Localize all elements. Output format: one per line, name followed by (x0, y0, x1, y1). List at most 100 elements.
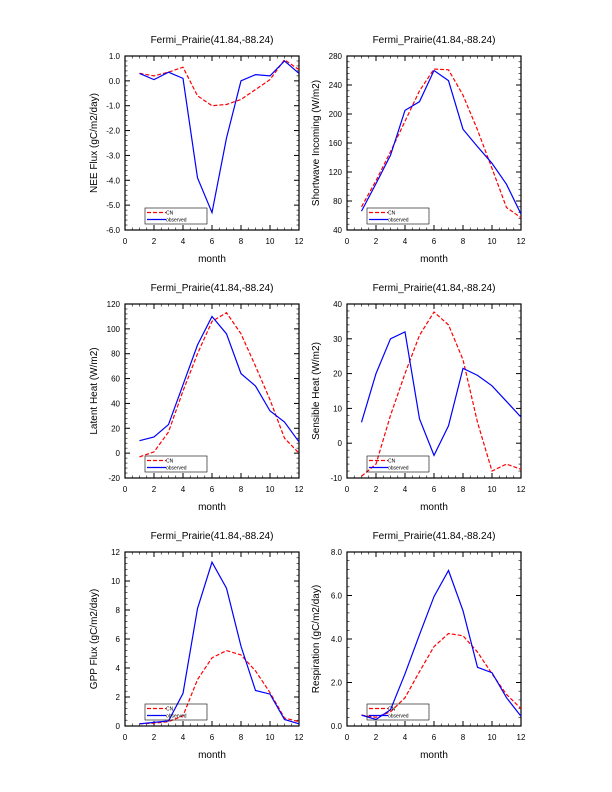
x-tick-label: 0 (345, 237, 350, 246)
plot-frame (346, 303, 522, 479)
y-tick-label: 12 (111, 548, 120, 557)
x-tick-label: 0 (123, 237, 128, 246)
x-tick-label: 4 (181, 733, 186, 742)
series-line-cn (361, 632, 522, 718)
y-tick-label: 8.0 (331, 548, 343, 557)
legend-label: observed (166, 466, 187, 472)
chart-title: Fermi_Prairie(41.84,-88.24) (151, 531, 274, 542)
x-tick-label: 6 (432, 733, 437, 742)
x-tick-label: 2 (374, 733, 379, 742)
y-tick-label: -2.0 (106, 127, 120, 136)
legend-label: CN (388, 211, 396, 217)
x-tick-label: 0 (123, 485, 128, 494)
x-tick-label: 10 (488, 237, 497, 246)
chart-panel-6: Fermi_Prairie(41.84,-88.24) 0 2 4 6 8 10 12 0.0 2… (311, 531, 526, 761)
y-tick-label: 8 (116, 606, 121, 615)
x-tick-label: 0 (345, 485, 350, 494)
chart-panel-2: Fermi_Prairie(41.84,-88.24) 0 2 4 6 8 10 12 40 80… (311, 35, 526, 265)
series-line-observed (139, 560, 300, 725)
x-tick-label: 10 (266, 237, 275, 246)
y-tick-label: -10 (330, 474, 342, 483)
y-tick-label: 0 (116, 449, 121, 458)
y-tick-label: -3.0 (106, 151, 120, 160)
y-axis-label: Latent Heat (W/m2) (89, 347, 100, 434)
chart-title: Fermi_Prairie(41.84,-88.24) (373, 35, 496, 46)
y-tick-label: 240 (329, 81, 343, 90)
y-tick-label: 280 (329, 52, 343, 61)
plot-frame (124, 55, 300, 231)
legend-label: observed (166, 218, 187, 224)
legend-box (366, 703, 430, 721)
x-tick-label: 4 (181, 237, 186, 246)
chart-title: Fermi_Prairie(41.84,-88.24) (373, 283, 496, 294)
y-tick-label: 20 (111, 424, 120, 433)
x-tick-label: 12 (295, 733, 304, 742)
chart-title: Fermi_Prairie(41.84,-88.24) (151, 283, 274, 294)
x-tick-label: 8 (239, 733, 244, 742)
y-tick-label: 2.0 (331, 679, 343, 688)
x-tick-label: 0 (345, 733, 350, 742)
y-tick-label: 6 (116, 635, 121, 644)
legend-box (366, 455, 430, 473)
y-tick-label: 30 (333, 335, 342, 344)
y-tick-label: 80 (111, 350, 120, 359)
chart-title: Fermi_Prairie(41.84,-88.24) (151, 35, 274, 46)
x-tick-label: 6 (432, 485, 437, 494)
series-line-observed (139, 315, 300, 443)
x-tick-label: 4 (181, 485, 186, 494)
y-axis-label: GPP Flux (gC/m2/day) (89, 589, 100, 689)
x-tick-label: 4 (403, 485, 408, 494)
chart-panel-5: Fermi_Prairie(41.84,-88.24) 0 2 4 6 8 10 12 0 2 4 6… (89, 531, 304, 761)
series-line-cn (139, 311, 300, 458)
series-line-observed (361, 569, 522, 721)
y-tick-label: 0 (116, 722, 121, 731)
y-tick-label: 1.0 (109, 52, 121, 61)
legend-box (144, 455, 208, 473)
y-tick-label: 40 (333, 226, 342, 235)
series-line-observed (360, 330, 522, 457)
x-axis-label: month (198, 750, 226, 761)
y-axis-label: Shortwave Incoming (W/m2) (311, 80, 322, 206)
x-tick-label: 2 (152, 237, 157, 246)
y-axis-label: Sensible Heat (W/m2) (311, 342, 322, 440)
y-tick-label: 4 (116, 664, 121, 673)
x-axis-label: month (198, 254, 226, 265)
x-tick-label: 12 (295, 237, 304, 246)
x-tick-label: 0 (123, 733, 128, 742)
x-tick-label: 12 (517, 237, 526, 246)
y-tick-label: -6.0 (106, 226, 120, 235)
legend-label: CN (388, 707, 396, 713)
y-axis-label: Respiration (gC/m2/day) (311, 585, 322, 693)
x-tick-label: 8 (461, 733, 466, 742)
series-line-cn (361, 311, 522, 477)
y-tick-label: 80 (333, 197, 342, 206)
y-tick-label: 120 (329, 168, 343, 177)
x-axis-label: month (198, 502, 226, 513)
legend-label: observed (388, 714, 409, 720)
x-tick-label: 6 (210, 733, 215, 742)
legend-label: observed (166, 714, 187, 720)
series-line-observed (360, 69, 522, 215)
legend-box (144, 207, 208, 225)
y-axis-label: NEE Flux (gC/m2/day) (89, 93, 100, 193)
x-tick-label: 10 (266, 485, 275, 494)
y-tick-label: 0.0 (109, 77, 121, 86)
x-tick-label: 6 (210, 485, 215, 494)
y-tick-label: 40 (333, 300, 342, 309)
legend-label: CN (166, 459, 174, 465)
x-tick-label: 2 (374, 485, 379, 494)
x-tick-label: 6 (210, 237, 215, 246)
x-tick-label: 8 (239, 237, 244, 246)
y-tick-label: 0 (338, 439, 343, 448)
series-line-cn (139, 649, 300, 725)
y-tick-label: 4.0 (331, 635, 343, 644)
legend-box (366, 207, 430, 225)
legend-box (144, 703, 208, 721)
legend-label: observed (388, 466, 409, 472)
